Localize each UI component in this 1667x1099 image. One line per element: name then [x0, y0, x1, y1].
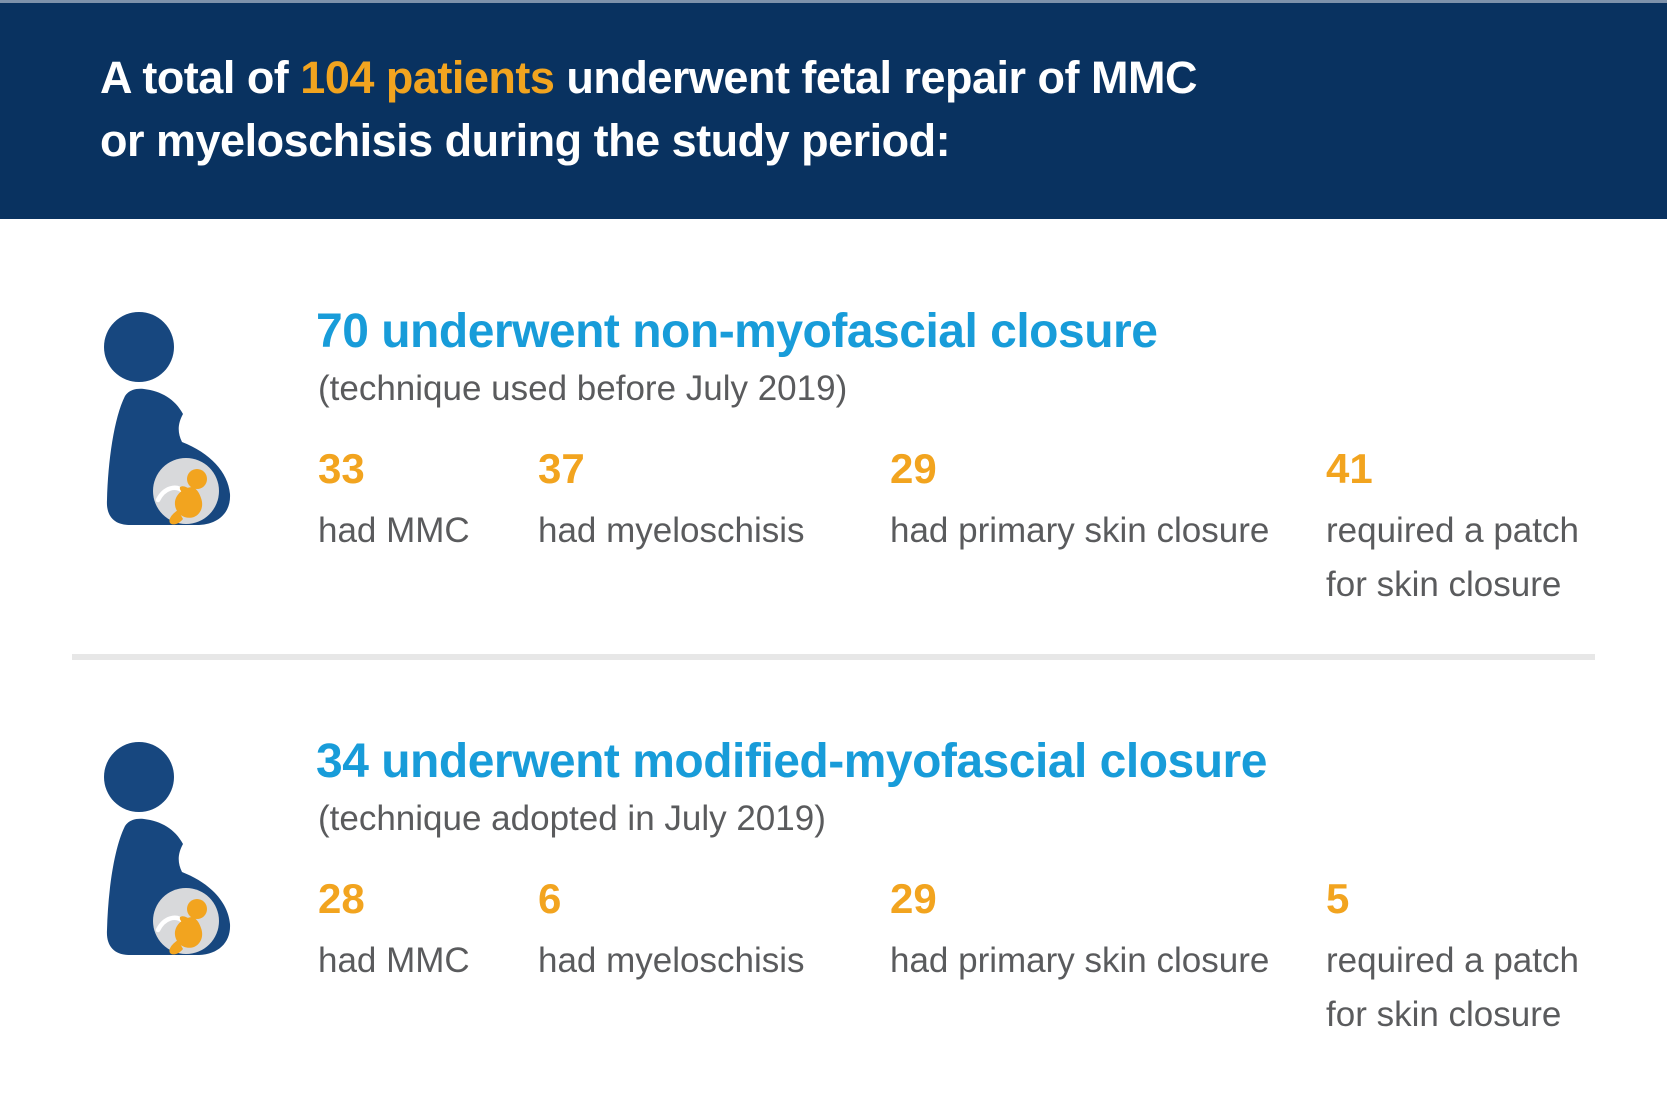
pregnant-woman-icon [98, 741, 233, 956]
title-prefix: A total of [100, 52, 301, 103]
stat-value: 29 [890, 445, 937, 492]
header-band: A total of 104 patients underwent fetal … [0, 0, 1667, 219]
stat-label: required a patch for skin closure [1326, 511, 1579, 604]
stat-label: had MMC [318, 511, 470, 550]
stat-item: 28 had MMC [318, 878, 538, 988]
title-line-2: or myeloschisis during the study period: [100, 115, 951, 166]
stat-value: 41 [1326, 445, 1373, 492]
stat-value: 37 [538, 445, 585, 492]
section-divider [72, 654, 1595, 660]
stat-value: 29 [890, 875, 937, 922]
title-highlight: 104 patients [300, 52, 555, 103]
stat-item: 29 had primary skin closure [890, 878, 1326, 988]
stat-label: had myeloschisis [538, 511, 805, 550]
stat-value: 5 [1326, 875, 1350, 922]
stat-label: had myeloschisis [538, 941, 805, 980]
section-2-heading: 34 underwent modified-myofascial closure [316, 735, 1267, 788]
stat-value: 28 [318, 875, 365, 922]
section-2-subtitle: (technique adopted in July 2019) [318, 799, 826, 838]
stat-item: 5 required a patch for skin closure [1326, 878, 1581, 1042]
stat-label: had MMC [318, 941, 470, 980]
pregnant-woman-icon [98, 311, 233, 526]
title-line-1: A total of 104 patients underwent fetal … [100, 46, 1197, 109]
stat-value: 33 [318, 445, 365, 492]
section-1-subtitle: (technique used before July 2019) [318, 369, 848, 408]
section-1-heading: 70 underwent non-myofascial closure [316, 305, 1158, 358]
stat-item: 6 had myeloschisis [538, 878, 890, 988]
page-title: A total of 104 patients underwent fetal … [100, 46, 1197, 172]
top-strip [0, 0, 1667, 3]
section-2-stats-row: 28 had MMC 6 had myeloschisis 29 had pri… [318, 878, 1581, 1042]
stat-item: 29 had primary skin closure [890, 448, 1326, 558]
stat-item: 37 had myeloschisis [538, 448, 890, 558]
stat-label: required a patch for skin closure [1326, 941, 1579, 1034]
stat-label: had primary skin closure [890, 941, 1270, 980]
stat-value: 6 [538, 875, 562, 922]
stat-item: 33 had MMC [318, 448, 538, 558]
stat-item: 41 required a patch for skin closure [1326, 448, 1581, 612]
section-1-stats-row: 33 had MMC 37 had myeloschisis 29 had pr… [318, 448, 1581, 612]
stat-label: had primary skin closure [890, 511, 1270, 550]
title-suffix: underwent fetal repair of MMC [554, 52, 1197, 103]
